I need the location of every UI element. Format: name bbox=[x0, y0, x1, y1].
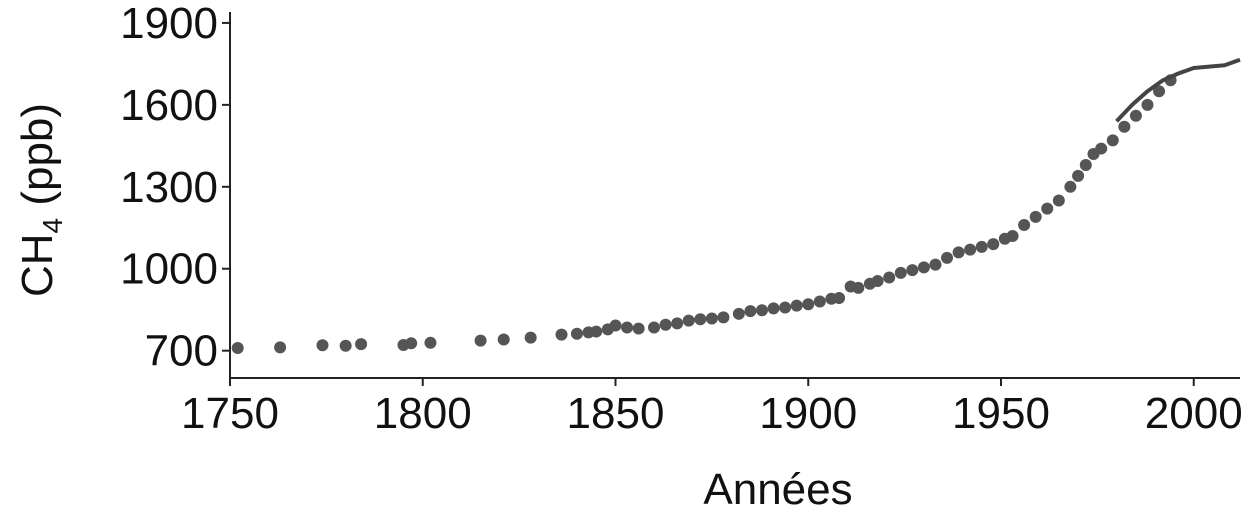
data-point bbox=[975, 240, 988, 253]
y-axis-title-unit: (ppb) bbox=[13, 103, 62, 218]
y-tick-label: 1900 bbox=[120, 0, 218, 48]
data-point bbox=[424, 336, 437, 349]
data-point bbox=[682, 314, 695, 327]
data-point bbox=[474, 334, 487, 347]
data-point bbox=[1006, 229, 1019, 242]
y-tick-label: 700 bbox=[145, 327, 218, 376]
data-point bbox=[744, 305, 757, 318]
data-point bbox=[659, 318, 672, 331]
data-point bbox=[555, 328, 568, 341]
data-point bbox=[524, 331, 537, 344]
data-point bbox=[1018, 219, 1031, 232]
data-point bbox=[705, 312, 718, 325]
data-curve bbox=[1115, 57, 1241, 123]
series-line bbox=[1115, 57, 1241, 123]
data-point bbox=[1153, 85, 1166, 98]
data-point bbox=[833, 291, 846, 304]
y-tick-label: 1300 bbox=[120, 163, 218, 212]
data-point bbox=[1052, 194, 1065, 207]
y-ticks: 700 1000 1300 1600 1900 bbox=[120, 0, 230, 376]
data-point bbox=[929, 258, 942, 271]
data-point bbox=[1072, 169, 1085, 182]
data-point bbox=[648, 321, 661, 334]
x-tick-label: 1900 bbox=[759, 389, 857, 438]
data-point bbox=[852, 281, 865, 294]
data-point bbox=[732, 307, 745, 320]
data-point bbox=[1041, 202, 1054, 215]
data-point bbox=[987, 238, 1000, 251]
data-point bbox=[871, 275, 884, 288]
data-point bbox=[1129, 109, 1142, 122]
data-point bbox=[790, 299, 803, 312]
data-point bbox=[609, 319, 622, 332]
data-points bbox=[231, 74, 1177, 354]
y-tick-label: 1600 bbox=[120, 81, 218, 130]
data-point bbox=[231, 341, 244, 354]
data-point bbox=[1095, 142, 1108, 155]
data-point bbox=[632, 322, 645, 335]
data-point bbox=[590, 325, 603, 338]
data-point bbox=[941, 251, 954, 264]
data-point bbox=[621, 321, 634, 334]
data-point bbox=[952, 246, 965, 259]
data-point bbox=[755, 304, 768, 317]
data-point bbox=[570, 327, 583, 340]
data-point bbox=[917, 261, 930, 274]
data-point bbox=[355, 338, 368, 351]
x-tick-label: 1800 bbox=[374, 389, 472, 438]
data-point bbox=[274, 341, 287, 354]
data-point bbox=[1029, 210, 1042, 223]
data-point bbox=[497, 333, 510, 346]
data-point bbox=[964, 243, 977, 256]
x-axis-title: Années bbox=[703, 465, 852, 514]
x-tick-label: 1750 bbox=[181, 389, 279, 438]
y-axis-title-subscript: 4 bbox=[37, 218, 68, 234]
data-point bbox=[883, 271, 896, 284]
data-point bbox=[1079, 158, 1092, 171]
x-ticks: 1750 1800 1850 1900 1950 2000 bbox=[181, 378, 1243, 438]
data-point bbox=[779, 301, 792, 314]
data-point bbox=[339, 339, 352, 352]
y-tick-label: 1000 bbox=[120, 245, 218, 294]
data-point bbox=[1118, 120, 1131, 133]
data-point bbox=[1064, 180, 1077, 193]
x-tick-label: 1850 bbox=[567, 389, 665, 438]
data-point bbox=[802, 298, 815, 311]
y-axis-title: CH4 (ppb) bbox=[13, 103, 68, 297]
data-point bbox=[906, 264, 919, 277]
data-point bbox=[717, 311, 730, 324]
x-tick-label: 1950 bbox=[952, 389, 1050, 438]
data-point bbox=[405, 337, 418, 350]
y-axis-title-main: CH bbox=[13, 233, 62, 297]
data-point bbox=[894, 266, 907, 279]
x-tick-label: 2000 bbox=[1145, 389, 1243, 438]
data-point bbox=[1106, 134, 1119, 147]
data-point bbox=[767, 302, 780, 315]
data-point bbox=[1141, 98, 1154, 111]
data-point bbox=[316, 339, 329, 352]
data-point bbox=[671, 317, 684, 330]
data-point bbox=[813, 295, 826, 308]
data-point bbox=[694, 313, 707, 326]
